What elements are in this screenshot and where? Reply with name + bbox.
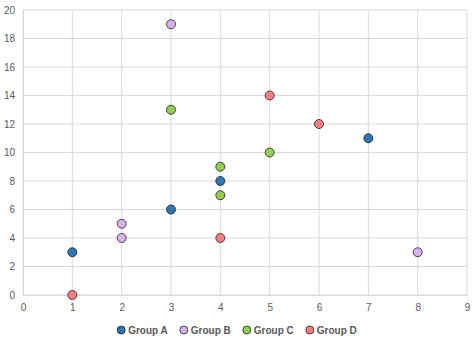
- tick: 9: [465, 295, 471, 313]
- tick: 18: [4, 33, 23, 44]
- point: [216, 177, 225, 186]
- grid-line-y: [23, 10, 467, 11]
- tick-label: 12: [4, 119, 16, 130]
- series: [68, 134, 373, 257]
- grid-line-y: [23, 124, 467, 125]
- tick-label: 0: [21, 302, 27, 313]
- tick: 3: [169, 295, 175, 313]
- chart: 012345678902468101214161820Group AGroup …: [0, 0, 474, 342]
- legend-item: Group A: [117, 325, 168, 336]
- x-axis: 0 1 2 3 4 5 6 7 8 9: [21, 295, 471, 313]
- point: [216, 191, 225, 200]
- tick: 16: [4, 62, 23, 73]
- tick: 6: [317, 295, 323, 313]
- point: [68, 248, 77, 257]
- legend-label: Group A: [128, 325, 168, 336]
- tick-label: 16: [4, 62, 16, 73]
- tick-label: 6: [317, 302, 323, 313]
- tick-label: 7: [366, 302, 372, 313]
- tick: 4: [9, 233, 23, 244]
- tick: 8: [415, 295, 421, 313]
- tick: 0: [21, 295, 27, 313]
- legend-label: Group D: [317, 325, 357, 336]
- legend-item: Group D: [306, 325, 357, 336]
- plot: 012345678902468101214161820: [4, 5, 471, 313]
- tick: 5: [267, 295, 273, 313]
- legend-marker: [117, 326, 125, 334]
- tick: 0: [9, 290, 23, 301]
- grid-line-y: [23, 181, 467, 182]
- legend-marker: [306, 326, 314, 334]
- point: [413, 248, 422, 257]
- legend-marker: [243, 326, 251, 334]
- legend-label: Group C: [254, 325, 294, 336]
- grid-line-y: [23, 152, 467, 153]
- grid-line-y: [23, 266, 467, 267]
- tick-label: 2: [119, 302, 125, 313]
- legend-marker: [180, 326, 188, 334]
- tick: 20: [4, 5, 23, 16]
- tick-label: 14: [4, 90, 16, 101]
- tick-label: 5: [267, 302, 273, 313]
- tick-label: 4: [218, 302, 224, 313]
- tick-label: 0: [9, 290, 15, 301]
- grid-line-y: [23, 209, 467, 210]
- x-axis-line: [24, 295, 468, 296]
- y-axis: 0 2 4 6 8 10 12 14 16 18 20: [4, 5, 24, 301]
- grid-line-y: [23, 38, 467, 39]
- tick-label: 1: [70, 302, 76, 313]
- point: [265, 148, 274, 157]
- legend-item: Group C: [243, 325, 294, 336]
- point: [68, 291, 77, 300]
- tick-label: 6: [9, 204, 15, 215]
- point: [364, 134, 373, 143]
- tick: 10: [4, 147, 23, 158]
- point: [117, 234, 126, 243]
- grid-line-y: [23, 238, 467, 239]
- legend: Group A Group B Group C Group D: [117, 325, 357, 336]
- tick-label: 18: [4, 33, 16, 44]
- point: [315, 120, 324, 129]
- grid-line-y: [23, 295, 467, 296]
- point: [167, 105, 176, 114]
- tick-label: 20: [4, 5, 16, 16]
- tick: 14: [4, 90, 23, 101]
- y-axis-line: [23, 11, 24, 296]
- tick: 4: [218, 295, 224, 313]
- tick-label: 2: [9, 261, 15, 272]
- point: [265, 91, 274, 100]
- tick: 6: [9, 204, 23, 215]
- tick-label: 9: [465, 302, 471, 313]
- legend-label: Group B: [191, 325, 231, 336]
- grid-line-y: [23, 95, 467, 96]
- series: [117, 20, 422, 257]
- grid-line-x: [23, 10, 24, 295]
- series: [68, 91, 324, 300]
- tick-label: 4: [9, 233, 15, 244]
- series: [167, 105, 275, 200]
- tick-label: 8: [415, 302, 421, 313]
- points: [68, 20, 422, 300]
- point: [216, 234, 225, 243]
- tick: 7: [366, 295, 372, 313]
- tick-label: 10: [4, 147, 16, 158]
- point: [117, 219, 126, 228]
- tick: 8: [9, 176, 23, 187]
- tick: 2: [119, 295, 125, 313]
- point: [167, 20, 176, 29]
- grid: [23, 10, 467, 295]
- tick: 12: [4, 119, 23, 130]
- legend-item: Group B: [180, 325, 231, 336]
- tick: 2: [9, 261, 23, 272]
- tick-label: 8: [9, 176, 15, 187]
- tick-label: 3: [169, 302, 175, 313]
- point: [167, 205, 176, 214]
- grid-line-y: [23, 67, 467, 68]
- point: [216, 162, 225, 171]
